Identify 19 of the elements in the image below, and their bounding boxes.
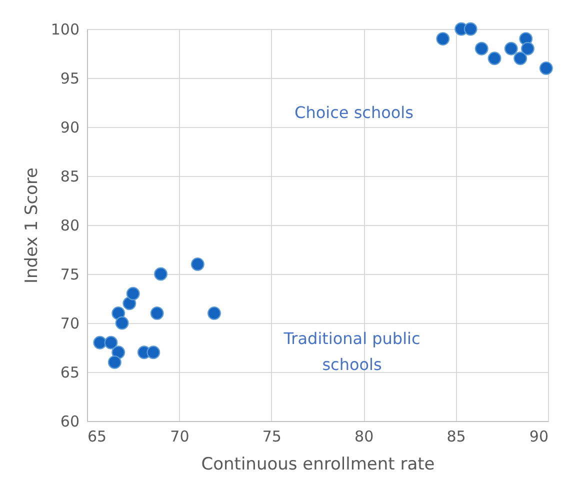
x-tick-label: 90 (529, 428, 548, 446)
x-tick-label: 65 (88, 428, 107, 446)
y-tick-label: 60 (60, 412, 80, 430)
annotation: Traditional public schools (282, 329, 420, 374)
x-tick-label: 70 (170, 428, 190, 446)
y-tick-label: 65 (60, 364, 80, 382)
y-tick-label: 75 (60, 266, 80, 284)
x-tick-label: 85 (446, 428, 466, 446)
x-tick-label: 75 (262, 428, 282, 446)
y-tick-label: 95 (60, 70, 80, 88)
x-axis-title: Continuous enrollment rate (201, 454, 435, 474)
annotation: Choice schools (294, 103, 414, 122)
y-tick-label: 100 (50, 20, 80, 38)
y-tick-label: 70 (60, 314, 80, 332)
y-tick-label: 85 (60, 168, 80, 186)
y-axis-title: Index 1 Score (22, 167, 42, 284)
y-tick-label: 90 (60, 118, 80, 136)
y-tick-label: 80 (60, 216, 80, 234)
x-tick-label: 80 (354, 428, 374, 446)
